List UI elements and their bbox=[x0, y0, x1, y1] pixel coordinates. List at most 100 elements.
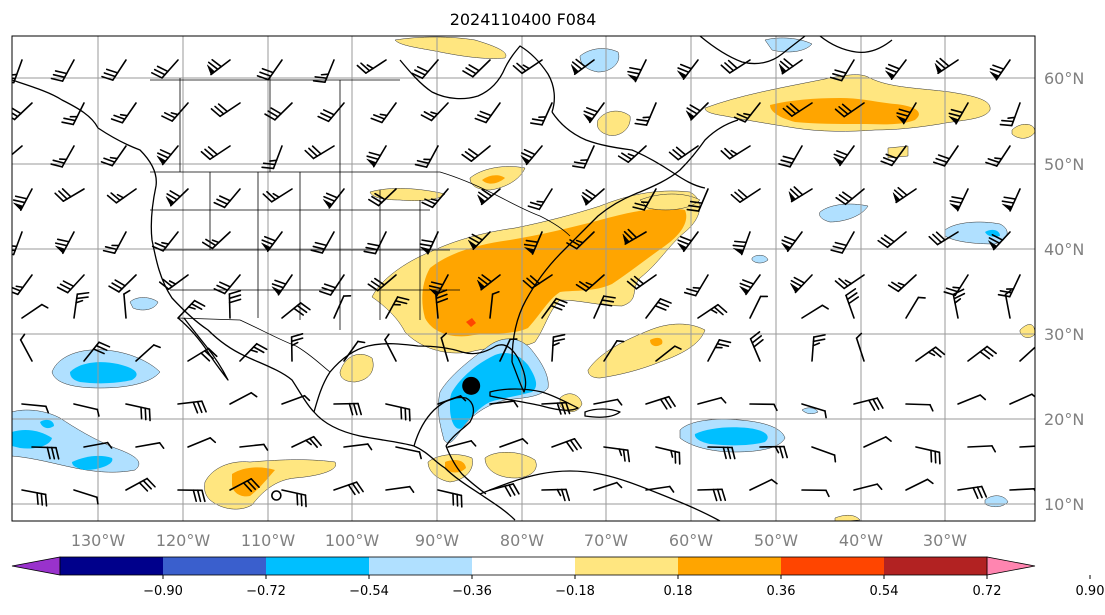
wind-barb bbox=[12, 102, 33, 121]
coast-gulf-of-mexico bbox=[313, 343, 527, 413]
coast-atlantic-us bbox=[511, 119, 739, 363]
wind-barb bbox=[177, 400, 207, 414]
wind-barb bbox=[957, 485, 988, 500]
wind-barb bbox=[739, 274, 761, 296]
wind-barb bbox=[967, 445, 997, 453]
colorbar-tick-label: −0.18 bbox=[555, 584, 595, 599]
wind-barb bbox=[12, 188, 33, 212]
lon-label: 60°W bbox=[669, 531, 713, 550]
map-markers bbox=[271, 376, 481, 501]
wind-barb bbox=[759, 445, 788, 459]
wind-barb bbox=[707, 446, 736, 460]
wind-barb bbox=[54, 231, 75, 255]
wind-barb bbox=[73, 489, 99, 505]
lon-label: 80°W bbox=[500, 531, 544, 550]
wind-barb bbox=[125, 403, 151, 422]
wind-barb bbox=[570, 58, 595, 76]
wind-barb bbox=[530, 102, 553, 126]
wind-barb bbox=[440, 332, 449, 362]
wind-barb bbox=[210, 102, 241, 118]
wind-barb bbox=[566, 231, 595, 250]
wind-barb bbox=[541, 401, 571, 415]
wind-barb bbox=[123, 289, 131, 319]
wind-barb bbox=[467, 231, 491, 251]
wind-barb bbox=[385, 485, 415, 493]
wind-barb bbox=[437, 395, 467, 405]
colorbar-segment bbox=[472, 557, 576, 575]
wind-barb bbox=[420, 102, 449, 122]
wind-barb bbox=[414, 145, 439, 168]
graticule bbox=[12, 36, 1035, 521]
wind-barb bbox=[749, 295, 769, 319]
colorbar-segment bbox=[266, 557, 370, 575]
coast-greenland-east bbox=[819, 36, 893, 54]
wind-barb bbox=[384, 333, 397, 362]
wind-barb bbox=[54, 188, 85, 203]
wind-barb bbox=[801, 304, 829, 319]
wind-barb bbox=[829, 59, 855, 82]
wind-barb bbox=[833, 145, 855, 167]
wind-barb bbox=[489, 291, 500, 319]
coast-hispaniola bbox=[584, 408, 621, 418]
anomaly-neg-mod-pacific-sw3 bbox=[40, 419, 54, 429]
coast-central-america-caribbean bbox=[445, 445, 487, 495]
wind-barb bbox=[957, 394, 987, 405]
wind-barbs bbox=[12, 57, 1035, 508]
wind-barb bbox=[1019, 445, 1035, 448]
wind-barb bbox=[356, 59, 387, 74]
wind-barb bbox=[593, 481, 623, 491]
wind-barb bbox=[333, 294, 352, 319]
lon-label: 40°W bbox=[839, 531, 883, 550]
wind-barb bbox=[419, 231, 439, 255]
wind-barb bbox=[811, 334, 826, 362]
wind-barb bbox=[801, 403, 827, 419]
colorbar-extend-high bbox=[986, 556, 1036, 576]
wind-barb bbox=[323, 188, 345, 209]
wind-barb bbox=[135, 441, 165, 449]
wind-barb bbox=[617, 145, 647, 164]
wind-barb bbox=[853, 397, 884, 411]
wind-barb bbox=[834, 274, 865, 290]
wind-barb bbox=[101, 59, 127, 81]
wind-barb bbox=[948, 102, 969, 125]
wind-barb bbox=[541, 488, 571, 502]
wind-barb bbox=[262, 188, 293, 203]
wind-barb bbox=[512, 59, 543, 75]
wind-barb bbox=[707, 339, 732, 362]
colorbar-tick-label: 0.18 bbox=[664, 584, 693, 599]
wind-barb bbox=[583, 102, 605, 124]
colorbar-segment bbox=[678, 557, 782, 575]
coast-south-america bbox=[479, 470, 721, 521]
wind-barb bbox=[645, 298, 672, 319]
wind-barb bbox=[749, 478, 778, 491]
wind-barb bbox=[317, 102, 345, 123]
wind-barb bbox=[801, 489, 830, 498]
wind-barb bbox=[125, 477, 156, 492]
wind-barb bbox=[593, 295, 616, 319]
wind-barb bbox=[499, 438, 529, 448]
wind-barb bbox=[720, 59, 751, 74]
wind-barb bbox=[632, 188, 657, 211]
colorbar-segment bbox=[575, 557, 679, 575]
wind-barb bbox=[887, 274, 917, 293]
wind-barb bbox=[447, 440, 477, 448]
wind-barb bbox=[12, 231, 23, 256]
wind-barb bbox=[477, 188, 501, 206]
colorbar-segment bbox=[369, 557, 473, 575]
wind-barb bbox=[187, 437, 217, 448]
wind-barb bbox=[522, 274, 553, 290]
wind-barb bbox=[499, 338, 518, 362]
wind-barb bbox=[627, 59, 647, 83]
wind-barb bbox=[885, 59, 907, 81]
wind-barb bbox=[213, 188, 241, 209]
wind-barb bbox=[572, 145, 595, 169]
wind-barb bbox=[207, 58, 231, 76]
wind-barb bbox=[333, 402, 363, 416]
anomaly-neg-mod-pacific-sw2 bbox=[72, 455, 113, 470]
wind-barb bbox=[834, 102, 865, 118]
wind-barb bbox=[845, 288, 860, 319]
wind-barb bbox=[50, 59, 75, 82]
lon-label: 70°W bbox=[584, 531, 628, 550]
colorbar-tick-label: −0.72 bbox=[246, 584, 286, 599]
wind-barb bbox=[213, 274, 241, 295]
